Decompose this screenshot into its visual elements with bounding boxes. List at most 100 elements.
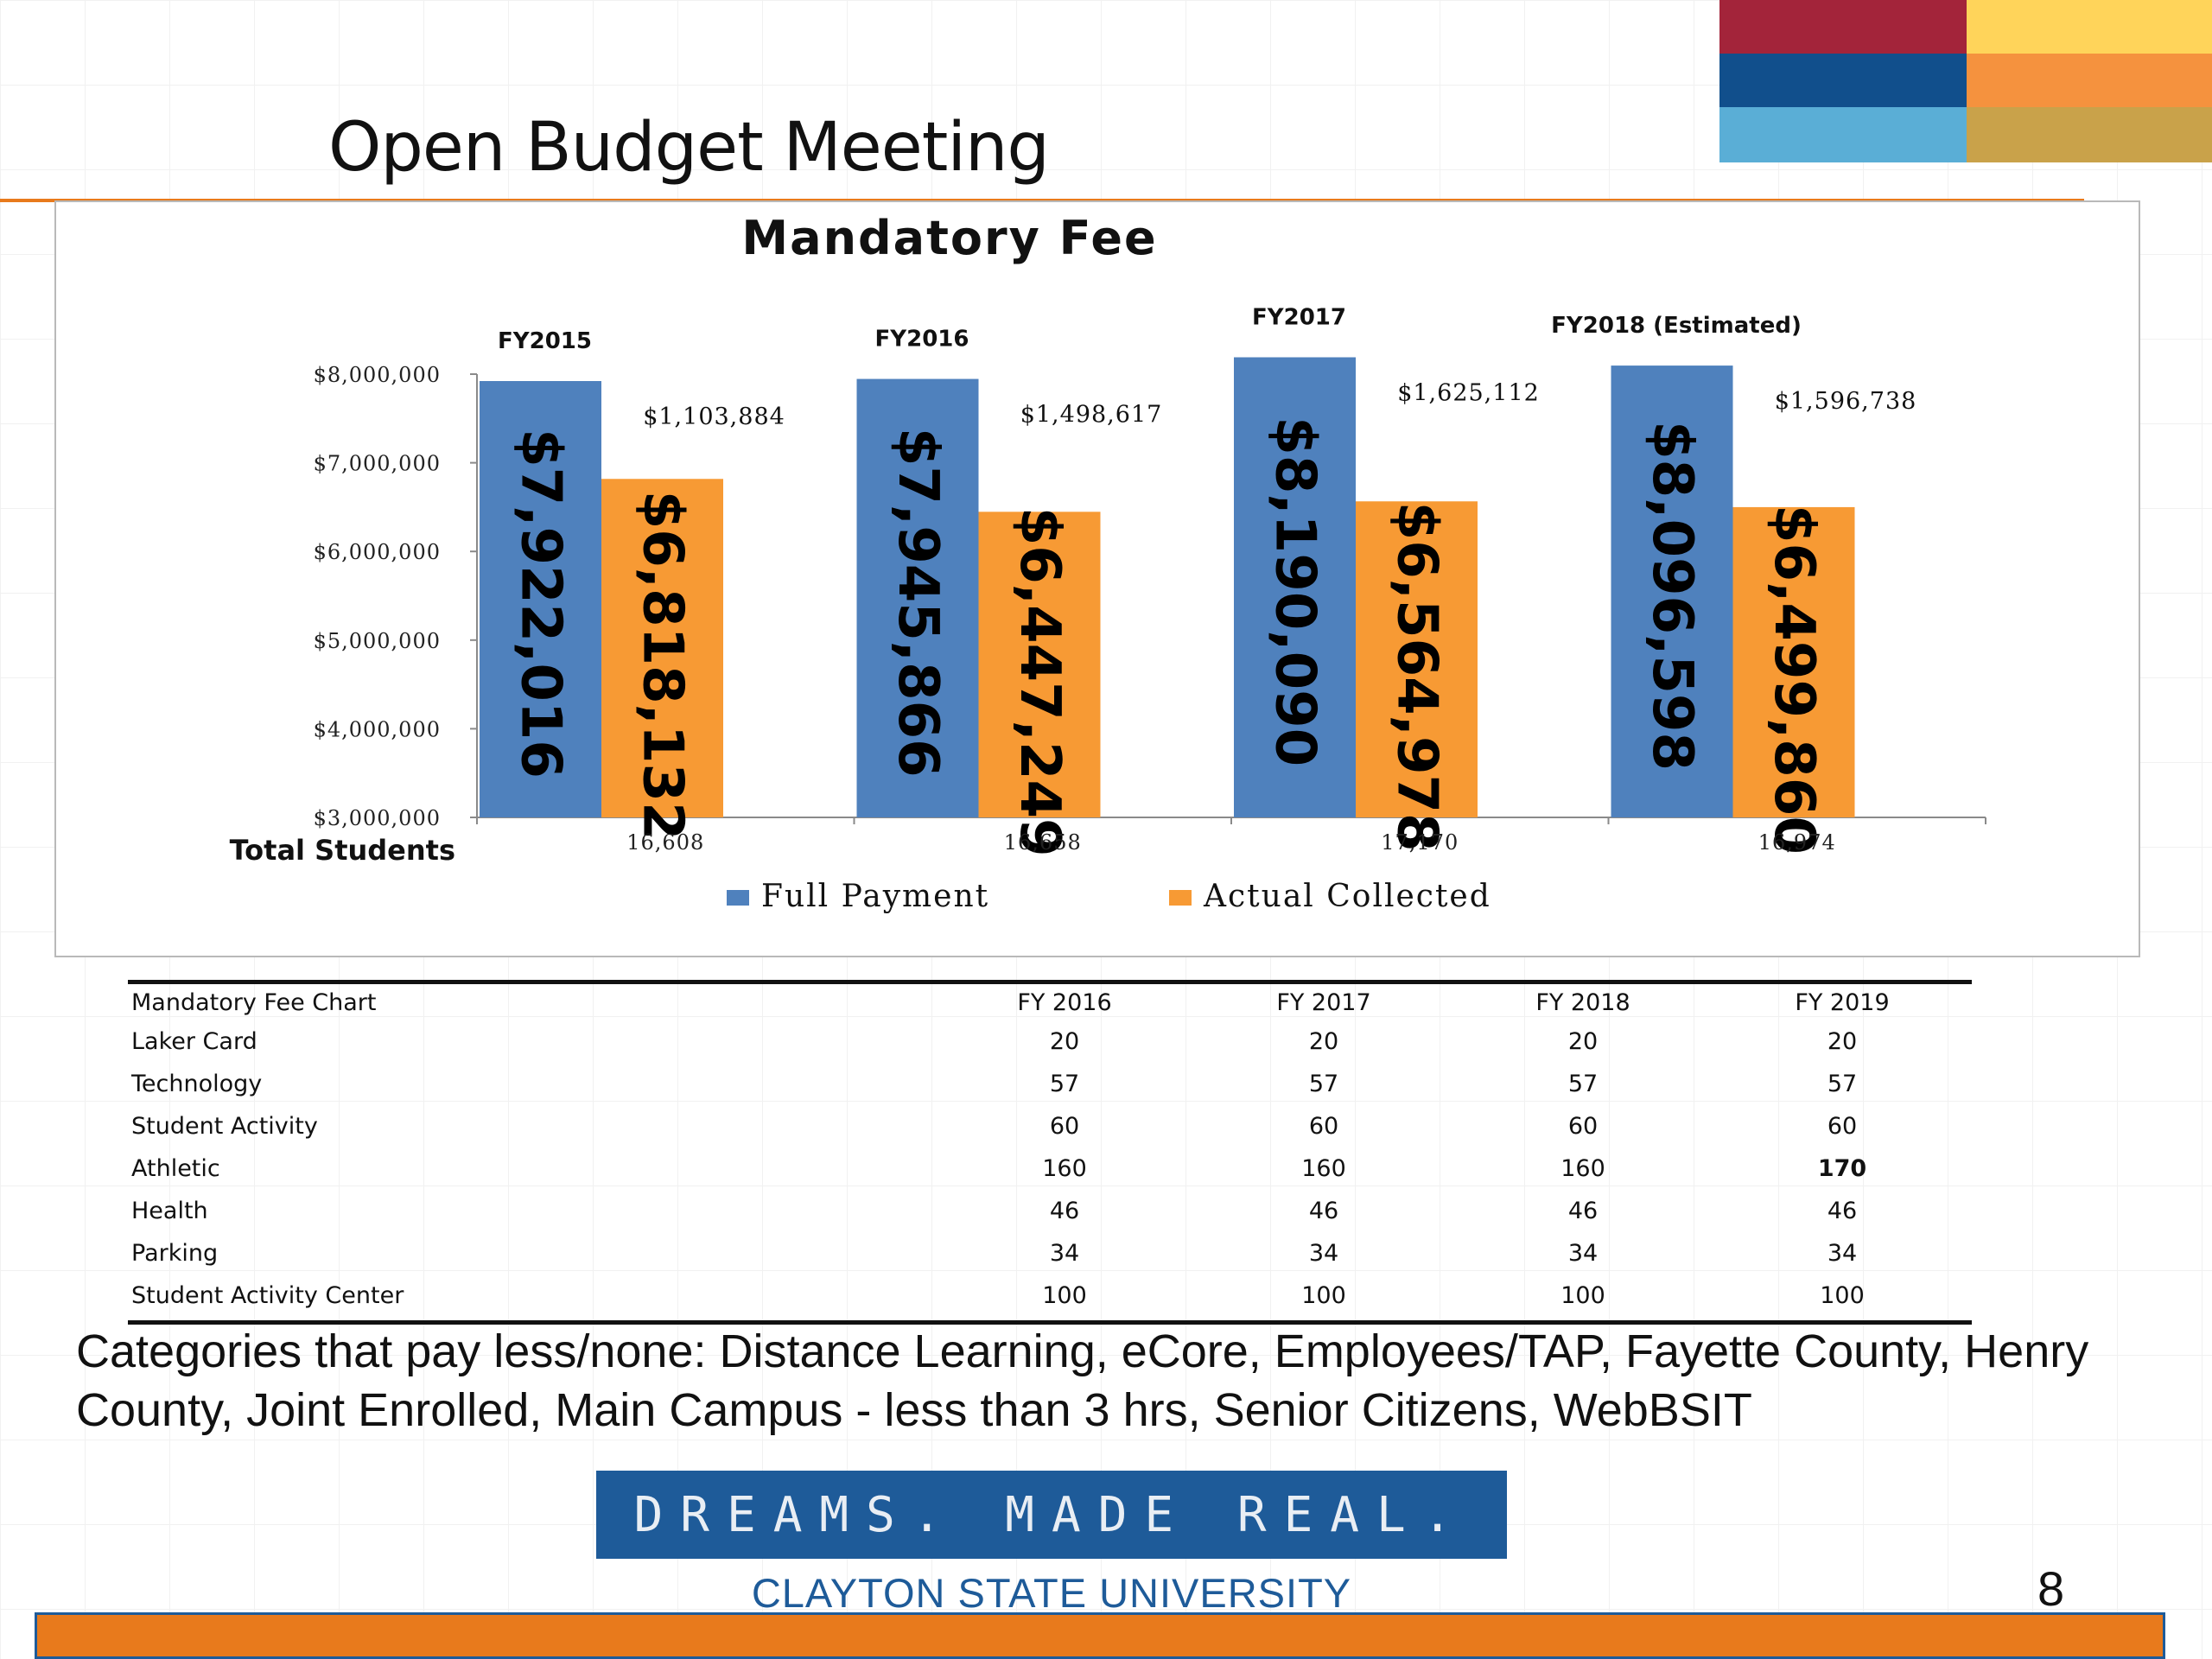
fee-name-cell: Technology	[131, 1071, 263, 1097]
table-row: Athletic 160 160 160 170	[128, 1147, 1972, 1190]
table-row: Parking 34 34 34 34	[128, 1232, 1972, 1274]
fee-value-cell: 34	[1827, 1240, 1858, 1267]
total-students-label: Total Students	[230, 834, 455, 867]
mandatory-fee-chart: Mandatory Fee $3,000,000 $4,000,000 $5,000,…	[230, 211, 1986, 914]
fee-value-cell: 46	[1567, 1198, 1599, 1224]
bar-value-label: $6,564,978	[1385, 502, 1449, 852]
y-tick-label: $7,000,000	[314, 452, 441, 476]
category-label: FY2018 (Estimated)	[1551, 313, 1802, 339]
legend-swatch	[727, 890, 749, 906]
slogan-text: DREAMS. MADE REAL.	[633, 1486, 1470, 1543]
table-header-row: Mandatory Fee Chart FY 2016 FY 2017 FY 2018…	[128, 984, 1972, 1020]
table-bottom-rule	[128, 1320, 1972, 1325]
bar-value-label: $7,945,866	[886, 428, 950, 778]
bar-actual-collected	[978, 512, 1101, 817]
bar-actual-collected	[1732, 506, 1855, 817]
fee-name-cell: Student Activity Center	[131, 1282, 404, 1309]
fee-name-cell: Athletic	[131, 1155, 220, 1182]
y-tick-label: $6,000,000	[314, 540, 441, 564]
category-label: FY2017	[1252, 304, 1346, 330]
fee-value-cell: 46	[1827, 1198, 1858, 1224]
legend-label: Actual Collected	[1203, 879, 1491, 914]
table-header-cell: Mandatory Fee Chart	[131, 988, 377, 1016]
corner-swatch-yellow	[1967, 0, 2212, 54]
category-label: FY2015	[498, 328, 592, 354]
corner-swatch-gold	[1967, 107, 2212, 162]
table-header-cell: FY 2017	[1276, 988, 1371, 1016]
difference-annotation: $1,596,738	[1775, 388, 1917, 415]
fee-value-cell: 20	[1049, 1028, 1080, 1055]
total-students-value: 17,170	[1381, 830, 1459, 855]
difference-annotation: $1,625,112	[1397, 379, 1540, 406]
bar-full-payment	[480, 381, 601, 817]
fee-value-cell: 57	[1567, 1071, 1599, 1097]
chart-title: Mandatory Fee	[741, 211, 1157, 265]
bar-actual-collected	[1356, 501, 1478, 817]
total-students-value: 16,658	[1004, 830, 1082, 855]
slogan-banner: DREAMS. MADE REAL.	[596, 1471, 1507, 1559]
table-row: Laker Card 20 20 20 20	[128, 1020, 1972, 1063]
fee-name-cell: Parking	[131, 1240, 219, 1267]
table-row: Health 46 46 46 46	[128, 1190, 1972, 1232]
fee-name-cell: Laker Card	[131, 1028, 257, 1055]
fee-table: Mandatory Fee Chart FY 2016 FY 2017 FY 2018…	[128, 980, 1972, 1325]
fee-value-cell: 46	[1049, 1198, 1080, 1224]
bar-full-payment	[856, 378, 979, 817]
fee-value-cell: 57	[1049, 1071, 1080, 1097]
fee-value-cell: 34	[1308, 1240, 1339, 1267]
y-tick-label: $8,000,000	[314, 363, 441, 387]
bar-value-label: $6,818,132	[631, 491, 695, 841]
fee-value-cell: 57	[1827, 1071, 1858, 1097]
fee-value-cell: 57	[1308, 1071, 1339, 1097]
fee-value-cell: 170	[1817, 1155, 1867, 1182]
fee-value-cell: 160	[1042, 1155, 1087, 1182]
category-label: FY2016	[875, 327, 969, 353]
table-top-rule	[128, 980, 1972, 984]
legend-swatch	[1169, 890, 1192, 906]
fee-value-cell: 20	[1567, 1028, 1599, 1055]
fee-value-cell: 46	[1308, 1198, 1339, 1224]
total-students-value: 16,608	[626, 830, 704, 855]
bar-value-label: $6,499,860	[1762, 505, 1826, 855]
y-tick-label: $5,000,000	[314, 629, 441, 653]
bar-full-payment	[1234, 357, 1356, 817]
legend-label: Full Payment	[761, 879, 989, 914]
table-row: Technology 57 57 57 57	[128, 1063, 1972, 1105]
fee-value-cell: 100	[1560, 1282, 1605, 1309]
fee-name-cell: Student Activity	[131, 1113, 318, 1140]
university-name: CLAYTON STATE UNIVERSITY	[751, 1570, 1352, 1616]
bottom-accent-bar	[35, 1612, 2165, 1659]
y-tick-label: $3,000,000	[314, 806, 441, 830]
fee-name-cell: Health	[131, 1198, 208, 1224]
page-number: 8	[2037, 1561, 2065, 1616]
bar-value-label: $7,922,016	[509, 429, 573, 779]
corner-swatch-orange	[1967, 54, 2212, 107]
fee-value-cell: 160	[1301, 1155, 1346, 1182]
fee-value-cell: 60	[1049, 1113, 1080, 1140]
fee-value-cell: 20	[1827, 1028, 1858, 1055]
corner-swatch-lightblue	[1719, 107, 1967, 162]
fee-value-cell: 34	[1049, 1240, 1080, 1267]
table-header-cell: FY 2019	[1795, 988, 1890, 1016]
exemption-note: Categories that pay less/none: Distance …	[76, 1325, 2089, 1436]
total-students-value: 16,974	[1758, 830, 1836, 855]
corner-swatch-red	[1719, 0, 1967, 54]
fee-value-cell: 34	[1567, 1240, 1599, 1267]
table-row: Student Activity Center 100 100 100 100	[128, 1274, 1972, 1317]
fee-value-cell: 160	[1560, 1155, 1605, 1182]
bar-value-label: $8,096,598	[1640, 421, 1704, 771]
bar-value-label: $8,190,090	[1263, 416, 1327, 766]
fee-value-cell: 60	[1827, 1113, 1858, 1140]
fee-value-cell: 100	[1042, 1282, 1087, 1309]
table-header-cell: FY 2018	[1535, 988, 1630, 1016]
corner-swatch-blue	[1719, 54, 1967, 107]
difference-annotation: $1,498,617	[1020, 402, 1163, 429]
fee-value-cell: 60	[1567, 1113, 1599, 1140]
table-row: Student Activity 60 60 60 60	[128, 1105, 1972, 1147]
y-tick-label: $4,000,000	[314, 717, 441, 741]
bar-actual-collected	[601, 479, 723, 817]
fee-value-cell: 100	[1301, 1282, 1346, 1309]
fee-value-cell: 60	[1308, 1113, 1339, 1140]
table-header-cell: FY 2016	[1017, 988, 1112, 1016]
bar-value-label: $6,447,249	[1007, 507, 1071, 857]
